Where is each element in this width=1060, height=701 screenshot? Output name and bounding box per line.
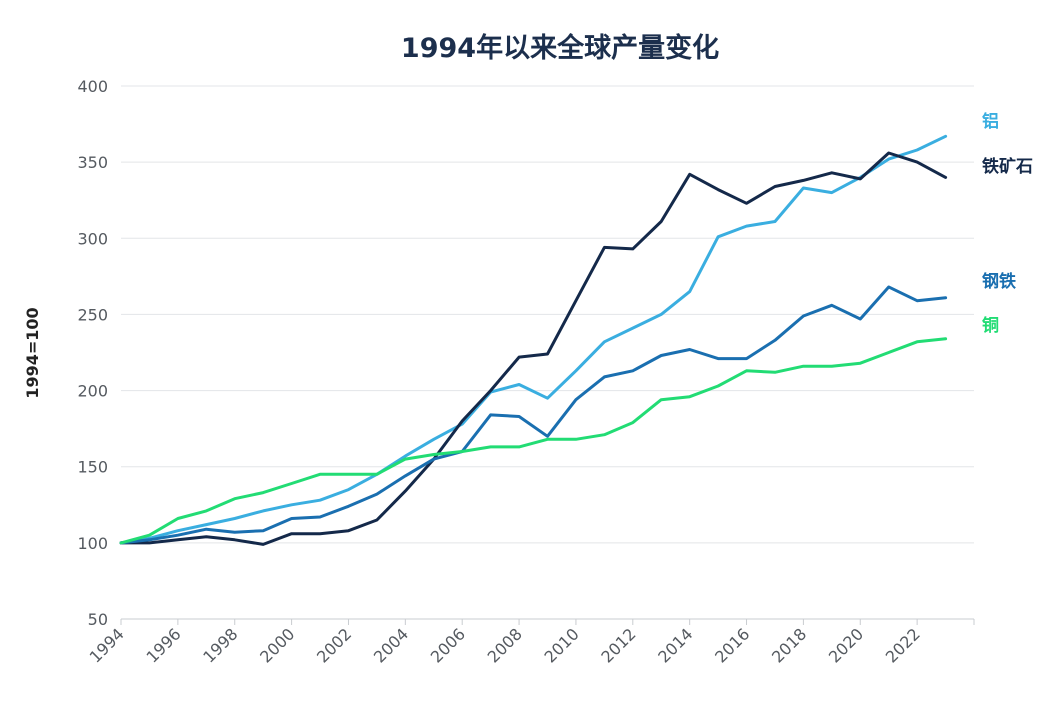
x-tick-label: 2022: [882, 624, 924, 666]
chart-title: 1994年以来全球产量变化: [401, 32, 719, 64]
y-tick-label: 300: [77, 229, 108, 248]
x-tick-label: 2020: [825, 624, 867, 666]
series-lines: [119, 134, 948, 546]
x-tick-label: 2000: [256, 624, 298, 666]
x-tick-label: 2006: [427, 624, 469, 666]
y-axis-ticks: 50 100 150 200 250 300 350 400: [77, 77, 108, 629]
x-tick-label: 2004: [370, 624, 412, 666]
x-tick-label: 2018: [768, 624, 810, 666]
y-tick-label: 400: [77, 77, 108, 96]
series-line-0: [119, 134, 948, 545]
x-tick-label: 2016: [711, 624, 753, 666]
x-tick-label: 2014: [654, 624, 696, 666]
y-tick-label: 50: [88, 610, 108, 629]
x-tick-label: 1998: [199, 624, 241, 666]
y-axis-label: 1994=100: [23, 307, 42, 398]
gridlines: [121, 85, 974, 544]
x-tick-label: 2002: [313, 624, 355, 666]
y-tick-label: 200: [77, 382, 108, 401]
x-axis-ticks: 1994 1996 1998 2000 2002 2004 2006 2008 2010 2012…: [86, 619, 975, 667]
y-tick-label: 350: [77, 153, 108, 172]
series-label-2: 钢铁: [982, 271, 1016, 292]
y-tick-label: 250: [77, 305, 108, 324]
y-tick-label: 100: [77, 534, 108, 553]
series-label-0: 铝: [982, 111, 999, 132]
series-line-1: [119, 151, 948, 546]
x-tick-label: 2008: [484, 624, 526, 666]
x-tick-label: 1996: [142, 624, 184, 666]
y-tick-label: 150: [77, 458, 108, 477]
series-label-1: 铁矿石: [982, 156, 1033, 177]
x-tick-label: 1994: [86, 624, 128, 666]
series-line-3: [119, 337, 948, 545]
series-label-3: 铜: [982, 315, 999, 336]
x-tick-label: 2012: [597, 624, 639, 666]
x-tick-label: 2010: [541, 624, 583, 666]
series-line-2: [119, 285, 948, 545]
